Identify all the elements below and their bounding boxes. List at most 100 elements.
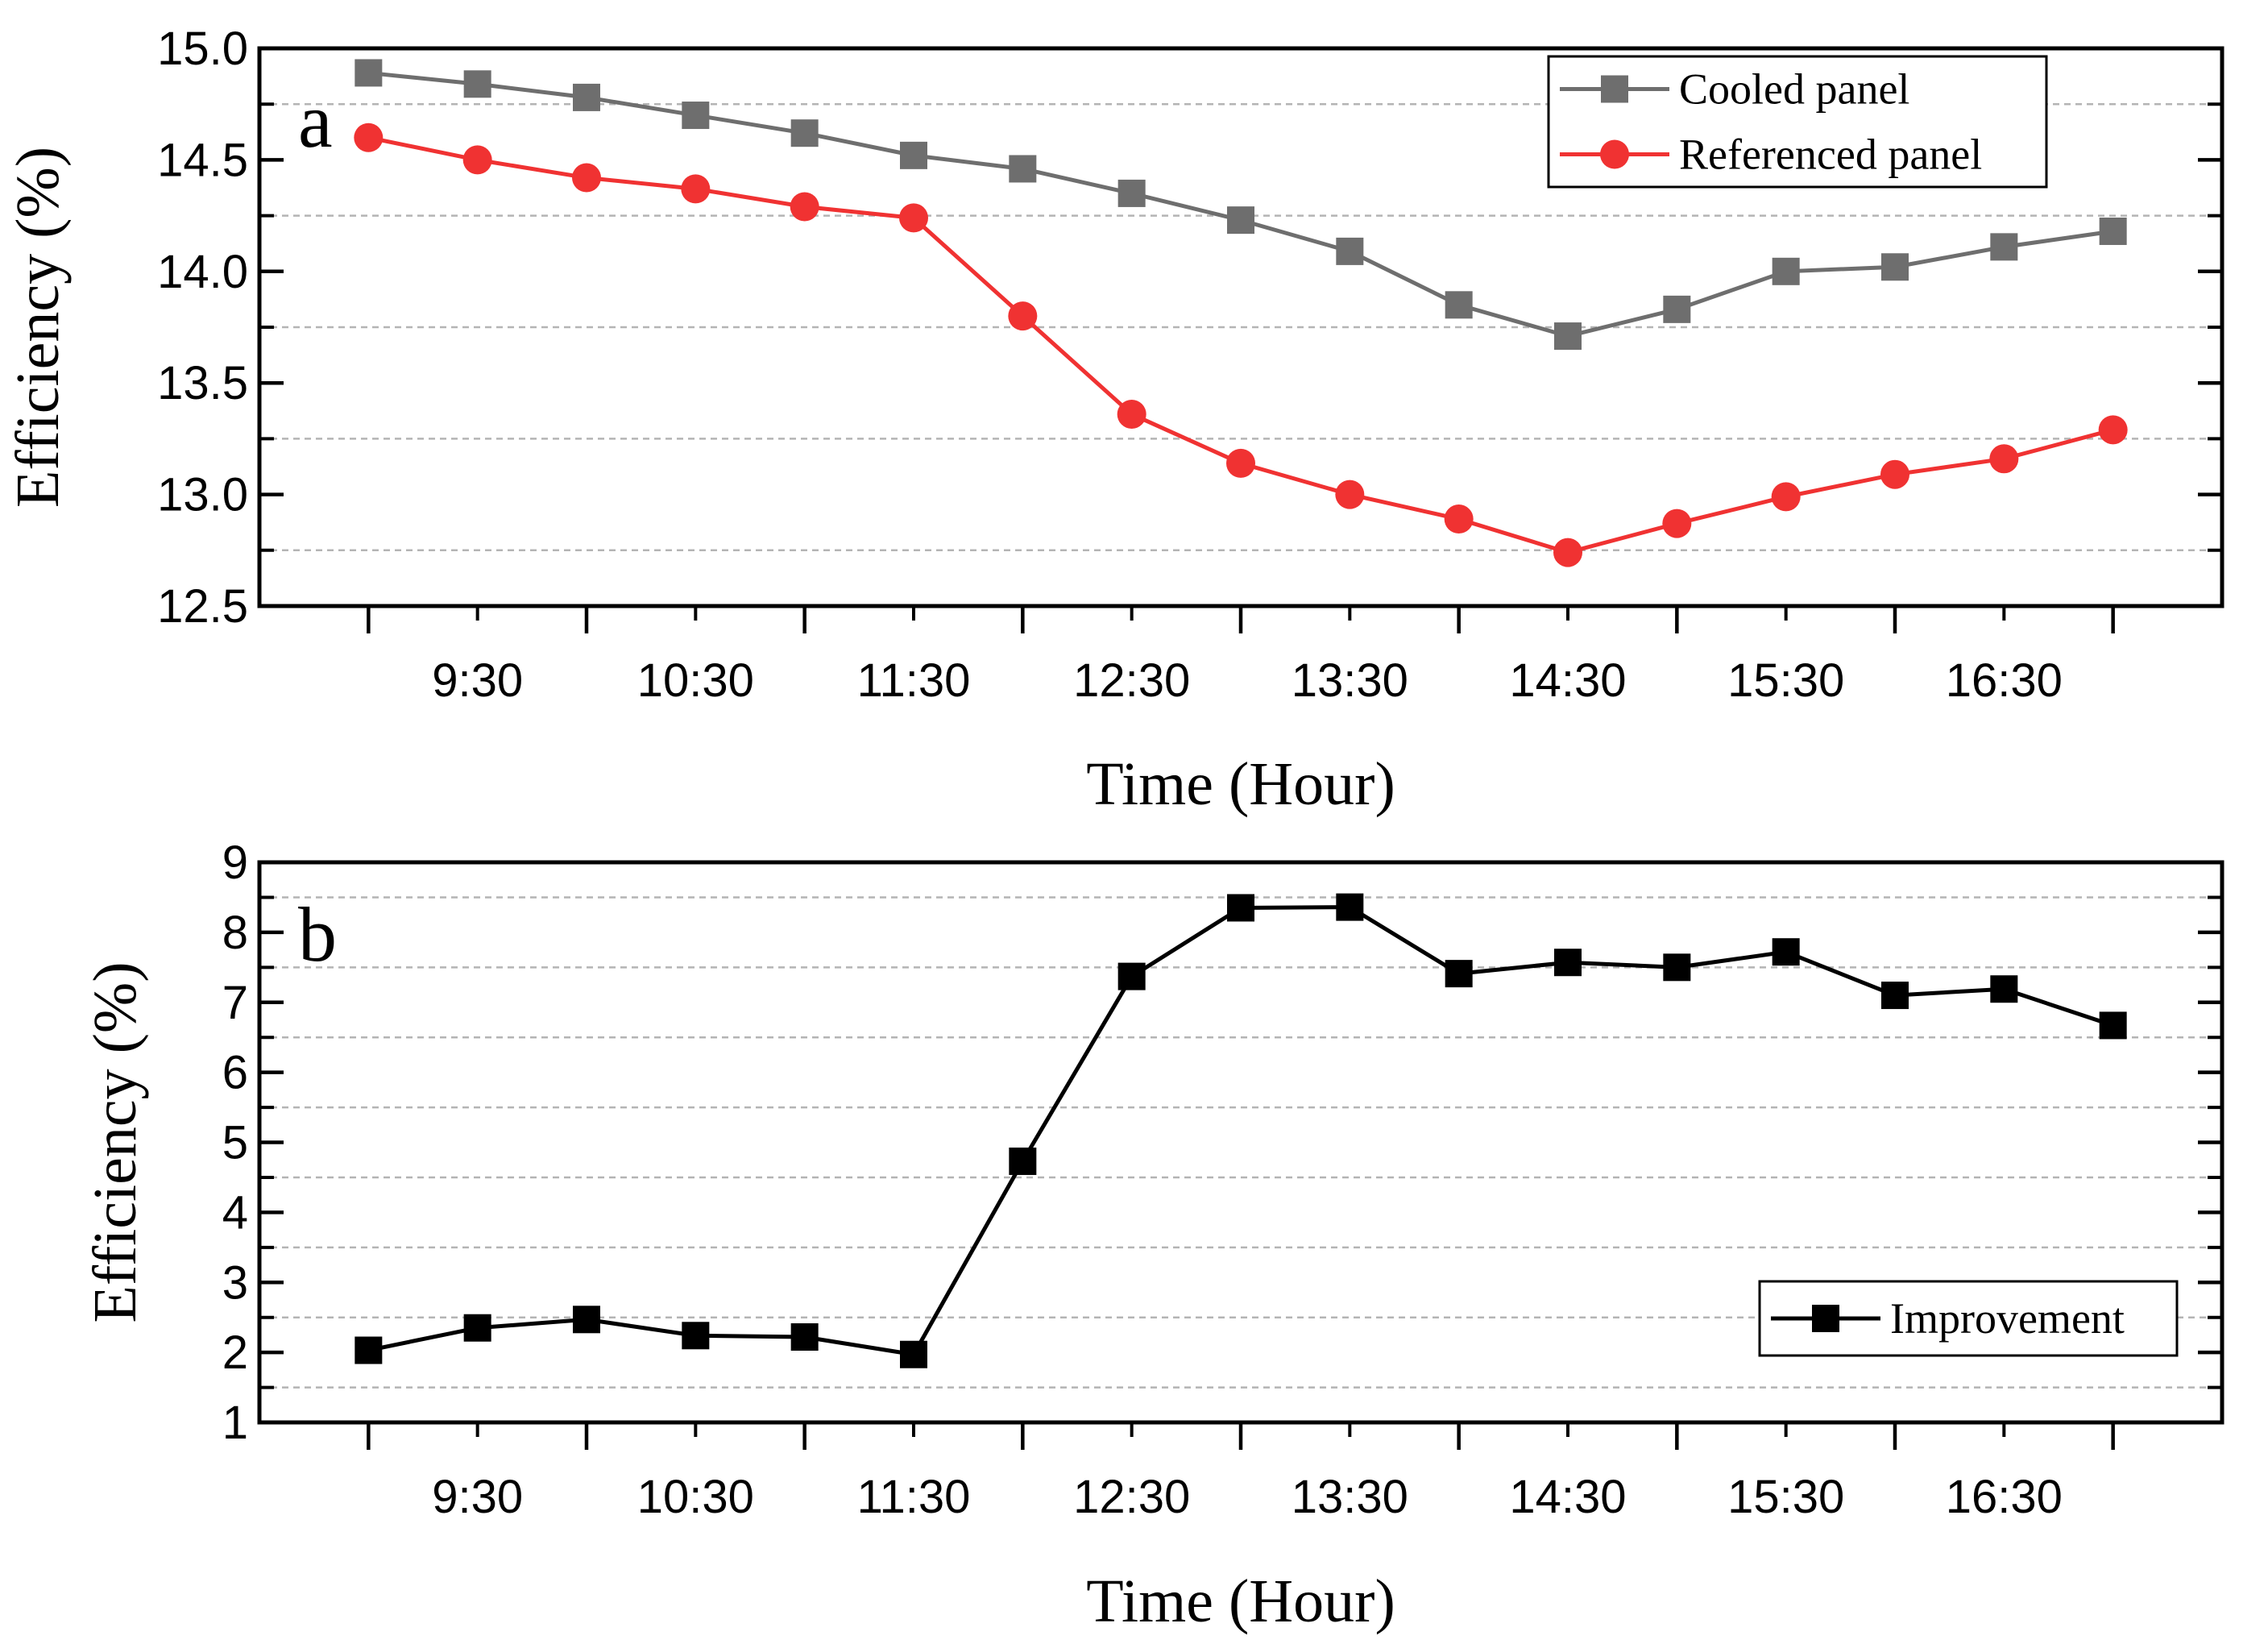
data-point: [1663, 953, 1691, 982]
y-tick-label: 9: [222, 837, 248, 889]
x-tick-label: 16:30: [1946, 1471, 2063, 1523]
y-tick-label: 5: [222, 1117, 248, 1169]
data-point: [1009, 155, 1037, 183]
axis-ticks: 1 2 3 4 5 6 7 8 9 9:30 10:30 11:30 12:30 13:30 14:30 15…: [222, 837, 2222, 1523]
y-tick-label: 15.0: [157, 23, 248, 75]
data-point: [573, 83, 600, 111]
data-point: [1663, 295, 1691, 323]
data-point: [1445, 960, 1473, 988]
data-point: [1336, 893, 1364, 921]
data-point: [1990, 233, 2018, 261]
data-point: [355, 59, 383, 87]
data-point: [1881, 982, 1909, 1010]
data-point: [681, 174, 711, 204]
x-axis-title: Time (Hour): [1086, 750, 1395, 818]
x-tick-label: 13:30: [1292, 1471, 1408, 1523]
data-point: [1445, 291, 1473, 319]
panel-b-chart: 1 2 3 4 5 6 7 8 9 9:30 10:30 11:30 12:30 13:30 14:30 15…: [81, 837, 2224, 1635]
legend-label: Improvement: [1890, 1294, 2125, 1343]
x-tick-label: 12:30: [1073, 1471, 1190, 1523]
panel-label: a: [298, 77, 333, 164]
legend-marker: [1601, 75, 1628, 103]
series-layer: [355, 893, 2127, 1368]
data-point: [1771, 482, 1801, 512]
data-point: [900, 1340, 927, 1368]
x-tick-label: 12:30: [1073, 654, 1190, 707]
legend-label: Cooled panel: [1679, 65, 1909, 114]
data-point: [790, 192, 819, 222]
y-tick-label: 14.5: [157, 134, 248, 186]
data-point: [682, 1322, 710, 1350]
x-tick-label: 10:30: [637, 1471, 754, 1523]
x-tick-label: 9:30: [432, 654, 523, 707]
data-point: [900, 141, 927, 169]
y-tick-label: 6: [222, 1047, 248, 1099]
x-tick-label: 14:30: [1509, 1471, 1626, 1523]
data-point: [463, 70, 491, 98]
data-point: [1227, 206, 1254, 235]
series-line: [367, 135, 2114, 555]
data-point: [573, 1306, 600, 1334]
y-tick-label: 3: [222, 1256, 248, 1309]
y-axis-title: Efficiency (%): [81, 961, 149, 1322]
data-point: [1444, 504, 1474, 534]
data-point: [682, 102, 710, 130]
legend: Cooled panel Referenced panel: [1547, 55, 2048, 189]
data-point: [355, 1336, 383, 1364]
data-point: [354, 122, 384, 152]
data-point: [1008, 301, 1038, 331]
x-tick-label: 11:30: [857, 654, 971, 707]
data-point: [899, 203, 928, 233]
y-tick-label: 1: [222, 1397, 248, 1449]
x-tick-label: 13:30: [1292, 654, 1408, 707]
y-tick-label: 13.0: [157, 469, 248, 521]
data-point: [1335, 480, 1365, 509]
x-tick-label: 15:30: [1727, 1471, 1844, 1523]
x-tick-label: 10:30: [637, 654, 754, 707]
x-tick-label: 11:30: [857, 1471, 971, 1523]
y-tick-label: 2: [222, 1327, 248, 1379]
x-tick-label: 15:30: [1727, 654, 1844, 707]
legend-marker: [1812, 1305, 1839, 1332]
series-layer: [354, 59, 2128, 567]
panel-label: b: [298, 891, 337, 978]
y-axis-title: Efficiency (%): [4, 147, 72, 508]
x-axis-title: Time (Hour): [1086, 1567, 1395, 1635]
data-point: [1880, 459, 1909, 489]
data-point: [1772, 938, 1800, 966]
data-point: [463, 1314, 491, 1342]
data-point: [790, 119, 819, 147]
data-point: [1553, 538, 1582, 567]
data-point: [1117, 962, 1146, 990]
data-point: [1117, 399, 1146, 429]
data-point: [1989, 444, 2019, 474]
data-point: [1990, 975, 2018, 1003]
data-point: [790, 1323, 819, 1351]
legend-label: Referenced panel: [1679, 131, 1982, 179]
data-point: [1772, 257, 1800, 285]
data-point: [2099, 1011, 2127, 1040]
data-point: [1227, 894, 1254, 922]
data-point: [1662, 509, 1692, 538]
y-tick-label: 7: [222, 977, 248, 1029]
data-point: [462, 145, 492, 175]
data-point: [1881, 253, 1909, 281]
panel-a-chart: 12.5 13.0 13.5 14.0 14.5 15.0 9:30 10:30 11:30 12…: [4, 23, 2224, 818]
x-tick-label: 9:30: [432, 1471, 523, 1523]
data-point: [1009, 1147, 1037, 1175]
y-tick-label: 14.0: [157, 246, 248, 298]
y-tick-label: 4: [222, 1186, 248, 1239]
y-tick-label: 8: [222, 907, 248, 959]
data-point: [1554, 949, 1582, 977]
axis-ticks: 12.5 13.0 13.5 14.0 14.5 15.0 9:30 10:30 11:30 12…: [157, 23, 2222, 707]
data-point: [1117, 179, 1146, 207]
x-tick-label: 16:30: [1946, 654, 2063, 707]
y-tick-label: 12.5: [157, 580, 248, 633]
data-point: [1226, 448, 1255, 478]
data-point: [2099, 217, 2127, 245]
legend: Improvement: [1758, 1280, 2179, 1357]
data-point: [2098, 415, 2128, 445]
data-point: [1336, 237, 1364, 265]
legend-box: [1547, 55, 2048, 189]
